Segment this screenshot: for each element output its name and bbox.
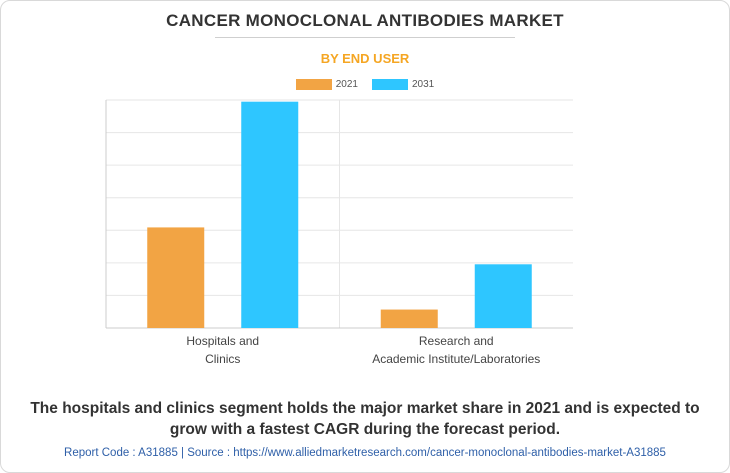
- legend-item-2031[interactable]: 2031: [372, 79, 434, 90]
- legend-label-2021: 2021: [335, 79, 358, 90]
- bar-2031-0: [241, 101, 299, 328]
- caption-line-2: grow with a fastest CAGR during the fore…: [169, 421, 561, 438]
- title-divider: [215, 37, 515, 38]
- x-tick-label: Hospitals and: [186, 334, 259, 348]
- bar-2021-0: [147, 227, 205, 328]
- legend-swatch-2031: [372, 79, 408, 90]
- x-tick-label: Academic Institute/Laboratories: [372, 352, 540, 366]
- caption-line-1: The hospitals and clinics segment holds …: [30, 400, 700, 417]
- x-tick-label: Clinics: [205, 352, 240, 366]
- chart-caption: The hospitals and clinics segment holds …: [0, 398, 730, 440]
- x-tick-label: Research and: [419, 334, 494, 348]
- legend-item-2021[interactable]: 2021: [295, 79, 358, 90]
- chart-title: CANCER MONOCLONAL ANTIBODIES MARKET: [166, 11, 564, 30]
- legend: 2021 2031: [0, 79, 730, 90]
- report-source-footer[interactable]: Report Code : A31885 | Source : https://…: [64, 447, 666, 459]
- legend-swatch-2021: [295, 79, 332, 90]
- bar-chart: Hospitals and Clinics Research and Academic…: [105, 99, 573, 366]
- bar-2021-1: [380, 309, 438, 328]
- legend-label-2031: 2031: [412, 79, 435, 90]
- chart-subtitle: BY END USER: [320, 51, 410, 66]
- bar-2031-1: [474, 264, 532, 328]
